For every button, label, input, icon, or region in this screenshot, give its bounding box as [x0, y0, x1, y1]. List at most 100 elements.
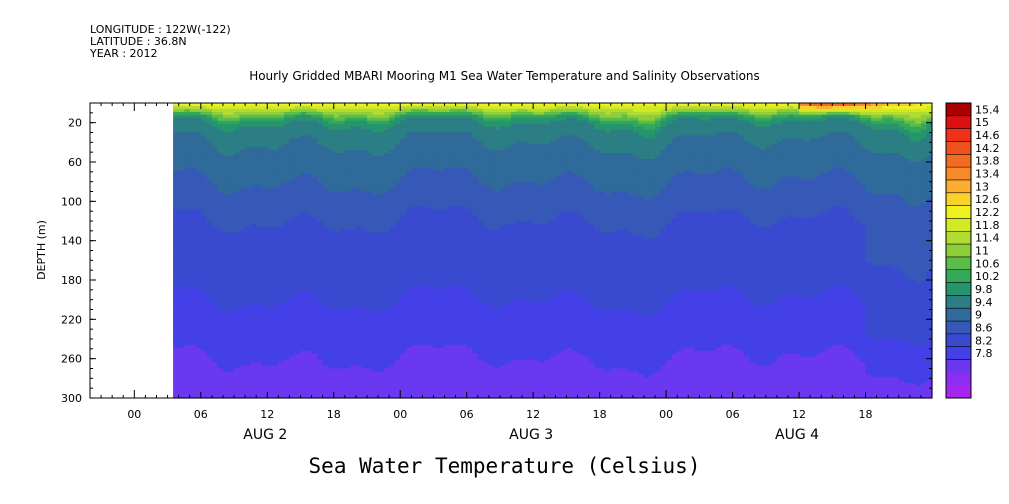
heatmap-cell [178, 277, 185, 281]
heatmap-cell [234, 200, 241, 204]
heatmap-cell [234, 173, 241, 178]
heatmap-cell [250, 250, 257, 255]
heatmap-cell [200, 359, 207, 364]
heatmap-cell [261, 232, 268, 237]
heatmap-cell [184, 300, 191, 305]
heatmap-cell [283, 150, 291, 154]
heatmap-cell [200, 182, 207, 187]
heatmap-cell [211, 132, 219, 137]
heatmap-cell [228, 359, 235, 364]
heatmap-cell [239, 330, 246, 334]
heatmap-cell [245, 288, 252, 293]
heatmap-cell [272, 288, 279, 293]
heatmap-cell [256, 262, 263, 266]
heatmap-cell [272, 153, 279, 157]
heatmap-cell [261, 268, 268, 272]
heatmap-cell [278, 359, 285, 364]
heatmap-cell [256, 303, 263, 308]
heatmap-cell [283, 347, 291, 352]
heatmap-cell [211, 159, 219, 163]
heatmap-cell [261, 114, 268, 119]
heatmap-cell [184, 294, 191, 299]
heatmap-cell [228, 218, 235, 222]
heatmap-cell [267, 288, 274, 293]
heatmap-cell [234, 170, 241, 175]
heatmap-cell [178, 182, 185, 187]
heatmap-cell [261, 280, 268, 284]
heatmap-cell [189, 344, 196, 349]
heatmap-cell [261, 123, 268, 128]
heatmap-cell [222, 383, 230, 387]
heatmap-cell [256, 353, 263, 358]
heatmap-cell [195, 162, 202, 166]
heatmap-cell [272, 215, 279, 219]
heatmap-cell [184, 247, 191, 252]
heatmap-cell [211, 259, 219, 263]
heatmap-cell [283, 380, 291, 384]
heatmap-cell [250, 294, 257, 299]
heatmap-cell [261, 362, 268, 367]
heatmap-cell [267, 280, 274, 284]
heatmap-cell [189, 238, 196, 243]
heatmap-cell [184, 153, 191, 157]
heatmap-cell [189, 111, 196, 116]
heatmap-cell [184, 353, 191, 358]
heatmap-cell [278, 341, 285, 346]
heatmap-cell [173, 280, 180, 284]
heatmap-cell [245, 126, 252, 131]
heatmap-cell [278, 212, 285, 216]
heatmap-cell [278, 253, 285, 257]
heatmap-cell [195, 280, 202, 284]
heatmap-cell [178, 309, 185, 314]
heatmap-cell [245, 156, 252, 160]
heatmap-cell [222, 103, 230, 107]
heatmap-cell [173, 197, 180, 201]
heatmap-cell [239, 256, 246, 260]
heatmap-cell [217, 350, 224, 355]
heatmap-cell [173, 268, 180, 272]
heatmap-cell [200, 330, 207, 334]
heatmap-cell [228, 368, 235, 373]
heatmap-cell [256, 309, 263, 314]
heatmap-cell [217, 203, 224, 207]
heatmap-cell [267, 327, 274, 331]
heatmap-cell [272, 218, 279, 222]
heatmap-cell [234, 321, 241, 325]
heatmap-cell [173, 176, 180, 181]
heatmap-cell [173, 159, 180, 163]
heatmap-cell [239, 182, 246, 187]
heatmap-cell [239, 156, 246, 160]
heatmap-cell [206, 126, 213, 131]
heatmap-cell [184, 223, 191, 228]
heatmap-cell [222, 341, 230, 346]
heatmap-cell [245, 271, 252, 275]
heatmap-cell [200, 262, 207, 266]
heatmap-cell [206, 392, 213, 396]
heatmap-cell [272, 164, 279, 169]
heatmap-cell [211, 221, 219, 225]
heatmap-cell [239, 253, 246, 257]
heatmap-cell [272, 170, 279, 175]
heatmap-cell [239, 365, 246, 370]
heatmap-cell [239, 200, 246, 204]
heatmap-cell [206, 365, 213, 370]
heatmap-cell [228, 315, 235, 319]
heatmap-cell [234, 333, 241, 337]
heatmap-cell [267, 262, 274, 266]
heatmap-cell [195, 336, 202, 340]
heatmap-cell [245, 235, 252, 240]
heatmap-cell [278, 262, 285, 266]
heatmap-cell [173, 215, 180, 219]
heatmap-cell [256, 350, 263, 355]
heatmap-cell [189, 235, 196, 240]
heatmap-cell [217, 238, 224, 243]
heatmap-cell [256, 141, 263, 145]
heatmap-cell [278, 386, 285, 390]
heatmap-cell [228, 353, 235, 358]
heatmap-cell [189, 350, 196, 355]
heatmap-cell [261, 285, 268, 290]
heatmap-cell [178, 235, 185, 240]
heatmap-cell [228, 185, 235, 190]
heatmap-cell [267, 377, 274, 381]
